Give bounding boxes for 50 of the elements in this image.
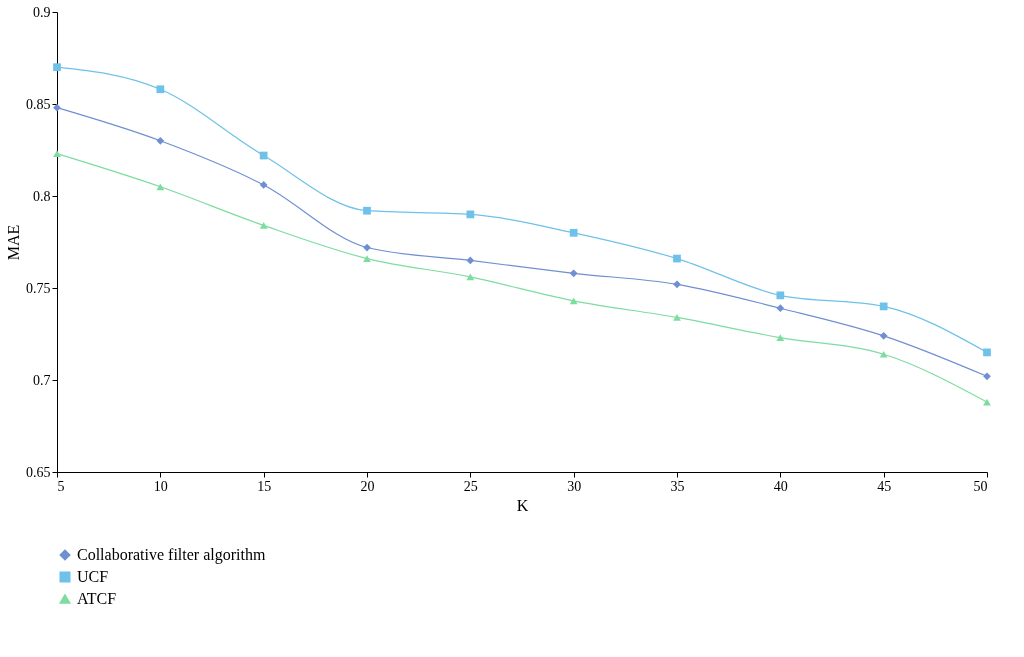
y-tick-label: 0.9 — [33, 4, 51, 20]
point — [156, 85, 165, 94]
point — [363, 206, 371, 215]
point — [879, 331, 888, 340]
point — [156, 183, 165, 191]
point — [259, 222, 268, 229]
point — [466, 210, 475, 219]
x-tick-label: 5 — [57, 478, 65, 494]
x-tick-label: 35 — [670, 478, 685, 494]
x-tick-label: 45 — [877, 478, 892, 494]
point — [466, 273, 475, 281]
y-tick-label: 0.75 — [26, 280, 51, 296]
y-axis-title: MAE — [5, 224, 22, 261]
y-tick-label: 0.8 — [33, 188, 51, 204]
point — [466, 256, 475, 265]
x-tick-label: 20 — [360, 478, 375, 494]
point — [673, 254, 681, 263]
x-tick-label: 15 — [257, 478, 272, 494]
legend-label: UCF — [77, 568, 109, 585]
point — [569, 269, 578, 278]
point — [879, 302, 888, 311]
point — [53, 63, 61, 72]
x-tick-label: 50 — [973, 478, 988, 494]
legend-label: Collaborative filter algorithm — [77, 546, 266, 564]
point — [53, 103, 61, 112]
y-tick-label: 0.65 — [26, 464, 51, 480]
point — [776, 334, 785, 342]
point — [569, 297, 578, 305]
x-axis-title: K — [516, 496, 529, 514]
legend-label: ATCF — [77, 590, 117, 607]
point — [983, 372, 991, 381]
point — [53, 150, 61, 158]
point — [156, 136, 165, 145]
y-tick-label: 0.85 — [26, 96, 51, 112]
x-tick-label: 25 — [463, 478, 478, 494]
point — [673, 280, 681, 289]
point — [983, 348, 991, 357]
point — [569, 228, 578, 237]
point — [776, 304, 785, 313]
x-tick-label: 10 — [153, 478, 168, 494]
point — [879, 350, 888, 358]
point — [259, 151, 268, 160]
point — [363, 255, 371, 262]
y-tick-label: 0.7 — [33, 372, 51, 388]
x-tick-label: 30 — [567, 478, 582, 494]
point — [259, 181, 268, 189]
x-tick-label: 40 — [773, 478, 788, 494]
point — [673, 314, 681, 321]
point — [363, 243, 371, 252]
point — [776, 291, 785, 300]
